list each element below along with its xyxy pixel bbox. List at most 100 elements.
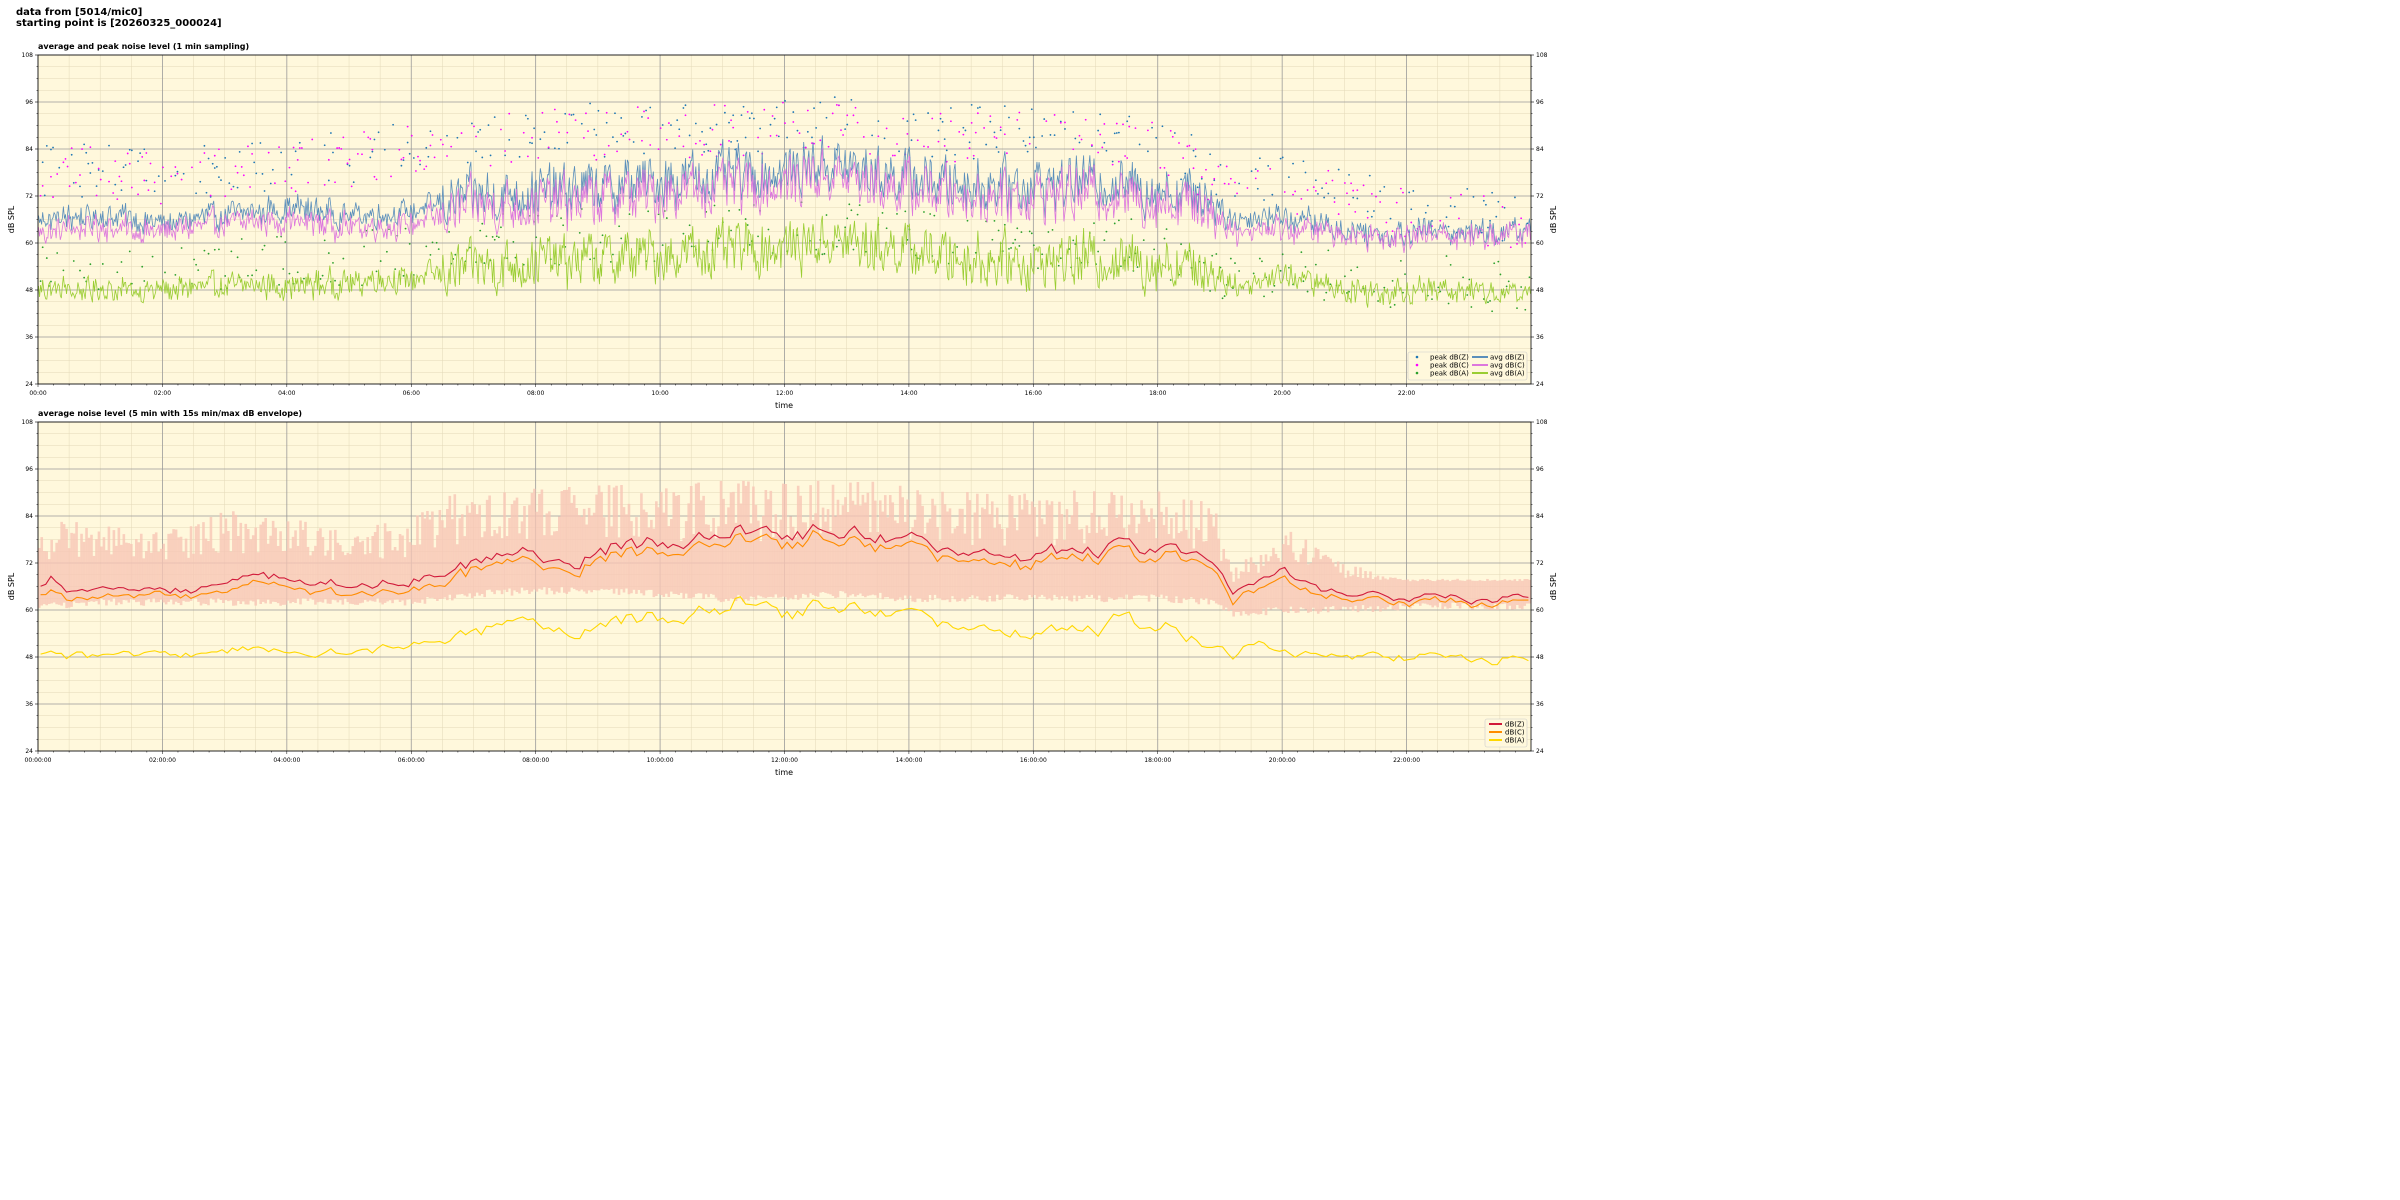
bottom-chart-xtick-label: 20:00:00 [1269, 757, 1296, 764]
peak-point-peak-db-z [1317, 192, 1319, 195]
bottom-chart-xtick-label: 18:00:00 [1144, 757, 1171, 764]
peak-point-peak-db-a [197, 269, 200, 271]
peak-point-peak-db-a [562, 224, 565, 227]
peak-point-peak-db-c [626, 130, 629, 133]
top-chart-ytick-label-left: 36 [25, 334, 33, 341]
peak-point-peak-db-z [83, 143, 86, 146]
peak-point-peak-db-z [1184, 172, 1187, 175]
peak-point-peak-db-c [500, 128, 502, 131]
peak-point-peak-db-z [1366, 210, 1369, 213]
peak-point-peak-db-z [1256, 187, 1259, 190]
peak-point-peak-db-c [350, 185, 353, 188]
peak-point-peak-db-c [547, 146, 550, 149]
peak-point-peak-db-z [1147, 150, 1149, 153]
peak-point-peak-db-a [284, 241, 287, 243]
peak-point-peak-db-z [91, 161, 94, 164]
peak-point-peak-db-z [1356, 197, 1359, 200]
bottom-chart-ytick-label-left: 108 [22, 419, 34, 426]
peak-point-peak-db-a [1030, 232, 1033, 235]
peak-point-peak-db-z [1314, 179, 1317, 182]
peak-point-peak-db-z [108, 144, 110, 147]
peak-point-peak-db-c [371, 148, 374, 151]
peak-point-peak-db-a [628, 213, 631, 216]
peak-point-peak-db-z [95, 185, 98, 188]
peak-point-peak-db-c [1005, 152, 1008, 155]
peak-point-peak-db-a [713, 204, 716, 207]
peak-point-peak-db-z [792, 111, 795, 113]
peak-point-peak-db-z [41, 161, 44, 164]
bottom-chart-series-lines [40, 523, 1529, 666]
peak-point-peak-db-c [213, 154, 216, 157]
peak-point-peak-db-c [1402, 191, 1404, 194]
peak-point-peak-db-z [670, 124, 672, 126]
peak-point-peak-db-z [79, 185, 81, 188]
peak-point-peak-db-c [842, 134, 844, 136]
peak-point-peak-db-c [39, 194, 42, 197]
peak-point-peak-db-a [437, 248, 440, 251]
peak-point-peak-db-c [504, 150, 506, 152]
peak-point-peak-db-a [1449, 264, 1452, 266]
peak-point-peak-db-z [1254, 168, 1257, 171]
peak-point-peak-db-a [1445, 255, 1448, 257]
peak-point-peak-db-z [1117, 131, 1120, 134]
peak-point-peak-db-c [1337, 213, 1340, 215]
peak-point-peak-db-z [58, 166, 61, 169]
peak-point-peak-db-z [1022, 140, 1025, 142]
peak-point-peak-db-z [1480, 231, 1483, 234]
peak-point-peak-db-z [70, 153, 73, 156]
peak-point-peak-db-c [128, 162, 131, 165]
peak-point-peak-db-c [906, 133, 909, 135]
peak-point-peak-db-a [618, 225, 621, 228]
bottom-chart-ytick-label-left: 48 [25, 654, 33, 661]
peak-point-peak-db-z [616, 140, 618, 143]
peak-point-peak-db-c [224, 195, 227, 198]
peak-point-peak-db-z [1258, 157, 1261, 160]
peak-point-peak-db-z [970, 103, 973, 106]
peak-point-peak-db-z [759, 127, 762, 130]
peak-point-peak-db-z [251, 142, 254, 145]
peak-point-peak-db-c [367, 136, 370, 139]
peak-point-peak-db-z [906, 120, 909, 122]
peak-point-peak-db-a [609, 261, 612, 263]
peak-point-peak-db-c [415, 170, 417, 172]
peak-point-peak-db-a [929, 213, 932, 215]
peak-point-peak-db-c [1306, 189, 1309, 191]
peak-point-peak-db-z [815, 127, 818, 129]
peak-point-peak-db-a [1169, 279, 1172, 281]
peak-point-peak-db-z [493, 116, 496, 119]
peak-point-peak-db-c [191, 166, 193, 169]
peak-point-peak-db-z [1213, 179, 1216, 182]
bottom-chart-xtick-label: 02:00:00 [149, 757, 176, 764]
peak-point-peak-db-a [1507, 280, 1510, 283]
peak-point-peak-db-c [1124, 155, 1126, 157]
peak-point-peak-db-z [570, 114, 573, 116]
peak-point-peak-db-z [1180, 178, 1182, 181]
peak-point-peak-db-c [1234, 181, 1236, 184]
peak-point-peak-db-c [558, 131, 560, 134]
peak-point-peak-db-z [564, 112, 567, 115]
peak-point-peak-db-z [412, 157, 415, 159]
peak-point-peak-db-z [489, 154, 492, 157]
peak-point-peak-db-c [684, 114, 687, 117]
peak-point-peak-db-a [1516, 307, 1518, 310]
peak-point-peak-db-c [711, 128, 714, 131]
top-chart-xtick-label: 12:00 [776, 390, 793, 397]
peak-point-peak-db-a [1117, 219, 1120, 222]
peak-point-peak-db-a [1271, 290, 1274, 293]
top-chart-xtick-label: 10:00 [651, 390, 668, 397]
peak-point-peak-db-a [1028, 230, 1031, 233]
peak-point-peak-db-c [288, 166, 291, 169]
peak-point-peak-db-z [993, 131, 996, 134]
peak-point-peak-db-z [661, 124, 664, 126]
peak-point-peak-db-z [1271, 193, 1274, 196]
peak-point-peak-db-z [979, 106, 981, 109]
peak-point-peak-db-z [1410, 208, 1413, 211]
peak-point-peak-db-a [379, 260, 382, 262]
peak-point-peak-db-z [1059, 120, 1062, 123]
bottom-chart-ytick-label-left: 24 [25, 748, 33, 755]
peak-point-peak-db-z [1043, 118, 1046, 120]
peak-point-peak-db-a [1505, 285, 1508, 288]
peak-point-peak-db-a [825, 214, 828, 216]
peak-point-peak-db-a [1377, 300, 1379, 302]
legend-label-db-z: dB(Z) [1505, 721, 1525, 729]
